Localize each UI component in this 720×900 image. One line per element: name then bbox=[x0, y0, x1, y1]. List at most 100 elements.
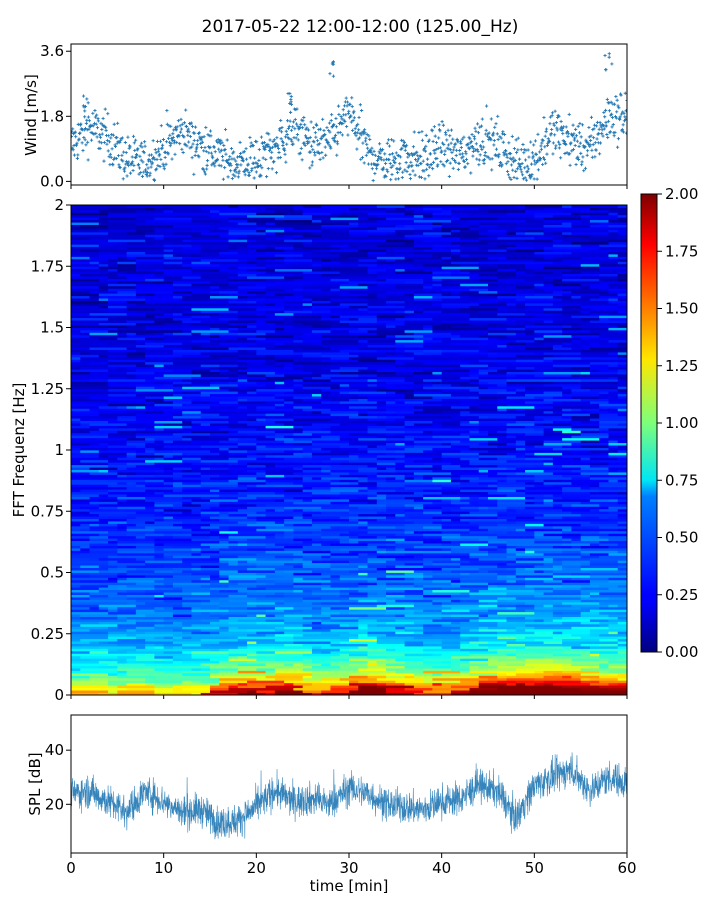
spectrogram-cell bbox=[441, 587, 470, 591]
spectrogram-cell bbox=[89, 486, 127, 490]
spectrogram-cell bbox=[145, 378, 183, 382]
spectrogram-cell bbox=[284, 521, 313, 524]
spectrogram-cell bbox=[386, 538, 405, 542]
spectrogram-cell bbox=[386, 587, 424, 591]
wind-point bbox=[347, 109, 351, 113]
spectrogram-cell bbox=[154, 420, 183, 424]
spectrogram-cell bbox=[543, 361, 582, 365]
wind-point bbox=[91, 111, 95, 115]
spectrogram-cell bbox=[617, 352, 627, 355]
spectrogram-cell bbox=[154, 619, 165, 622]
spectrogram-cell bbox=[552, 401, 563, 404]
spectrogram-cell bbox=[293, 540, 304, 544]
spectrogram-cell bbox=[228, 560, 239, 564]
wind-point bbox=[162, 167, 166, 171]
spectrogram-cell bbox=[525, 347, 554, 350]
spectrogram-cell bbox=[404, 508, 424, 512]
spectrogram-cell bbox=[441, 611, 461, 615]
spectrogram-cell bbox=[108, 641, 146, 644]
spectrogram-cell bbox=[237, 481, 266, 485]
spectrogram-cell bbox=[219, 641, 248, 644]
spectrogram-cell bbox=[330, 557, 368, 561]
wind-point bbox=[113, 144, 118, 149]
spectrogram-cell bbox=[608, 454, 627, 458]
spectrogram-cell bbox=[172, 621, 183, 625]
wind-point bbox=[98, 146, 102, 151]
spectrogram-cell bbox=[321, 459, 350, 463]
spectrogram-cell bbox=[349, 550, 378, 554]
wind-point bbox=[72, 153, 77, 157]
wind-point bbox=[351, 128, 355, 133]
spectrogram-cell bbox=[219, 616, 229, 620]
spectrogram-cell bbox=[154, 675, 174, 679]
spectrogram-cell bbox=[126, 570, 155, 573]
wind-point bbox=[134, 155, 138, 159]
spectrogram-cell bbox=[404, 503, 424, 507]
spectrogram-cell bbox=[80, 523, 90, 527]
spectrogram-cell bbox=[515, 655, 544, 659]
wind-point bbox=[499, 136, 503, 140]
spectrogram-cell bbox=[126, 494, 146, 497]
spectrogram-cell bbox=[256, 445, 266, 448]
spectrogram-cell bbox=[543, 410, 554, 414]
spectrogram-cell bbox=[154, 636, 165, 640]
wind-point bbox=[337, 112, 341, 117]
spectrogram-cell bbox=[497, 650, 526, 654]
spectrogram-cell bbox=[404, 425, 443, 429]
wind-point bbox=[83, 138, 87, 142]
spectrogram-cell bbox=[311, 457, 331, 461]
spectrogram-cell bbox=[562, 685, 600, 689]
spectrogram-cell bbox=[108, 606, 118, 610]
spectrogram-cell bbox=[432, 361, 470, 365]
spectrogram-cell bbox=[543, 376, 572, 380]
wind-point bbox=[457, 161, 461, 166]
spectrogram-cell bbox=[571, 366, 591, 370]
spectrogram-cell bbox=[71, 665, 100, 669]
spectrogram-cell bbox=[608, 339, 627, 343]
spectrogram-cell bbox=[534, 499, 544, 502]
spectrogram-cell bbox=[330, 494, 368, 497]
spectrogram-cell bbox=[98, 442, 109, 446]
spectrogram-cell bbox=[274, 533, 285, 537]
spectrogram-cell bbox=[89, 677, 109, 681]
spectrogram-cell bbox=[71, 668, 81, 671]
spectrogram-cell bbox=[321, 677, 341, 681]
spectrogram-cell bbox=[163, 374, 202, 377]
spectrogram-cell bbox=[534, 672, 554, 676]
spectrogram-cell bbox=[80, 579, 118, 583]
spectrogram-cell bbox=[210, 396, 239, 399]
spectrogram-cell bbox=[219, 552, 257, 556]
spectrogram-cell bbox=[506, 677, 535, 681]
spectrogram-cell bbox=[210, 496, 239, 500]
spectrogram-cell bbox=[284, 545, 304, 549]
wind-point bbox=[282, 148, 287, 152]
spectrogram-cell bbox=[265, 425, 294, 429]
spectrogram-cell bbox=[126, 332, 137, 336]
spectrogram-cell bbox=[358, 521, 368, 524]
spectrogram-cell bbox=[367, 631, 396, 635]
wind-point bbox=[451, 166, 455, 170]
wind-point bbox=[208, 129, 213, 133]
spectrogram-cell bbox=[599, 420, 627, 424]
spectrogram-cell bbox=[98, 354, 109, 358]
spectrogram-cell bbox=[237, 354, 266, 358]
spectrogram-cell bbox=[469, 675, 480, 679]
spectrogram-cell bbox=[311, 494, 331, 497]
spectrogram-cell bbox=[497, 636, 517, 640]
spectrogram-cell bbox=[506, 548, 517, 551]
wind-point bbox=[433, 151, 437, 155]
spectrogram-cell bbox=[237, 398, 248, 402]
wind-point bbox=[625, 98, 627, 103]
spectrogram-cell bbox=[580, 597, 609, 600]
wind-point bbox=[279, 137, 283, 141]
spectrogram-cell bbox=[441, 491, 480, 495]
spectrogram-cell bbox=[534, 604, 544, 608]
spectrogram-cell bbox=[154, 552, 165, 556]
spectrogram-cell bbox=[219, 670, 239, 674]
spectrogram-cell bbox=[580, 599, 600, 603]
spectrogram-cell bbox=[599, 349, 619, 353]
spectrogram-cell bbox=[432, 560, 470, 564]
spectrogram-cell bbox=[589, 410, 609, 414]
spectrogram-cell bbox=[441, 454, 480, 458]
spectrogram-cell bbox=[247, 680, 285, 684]
